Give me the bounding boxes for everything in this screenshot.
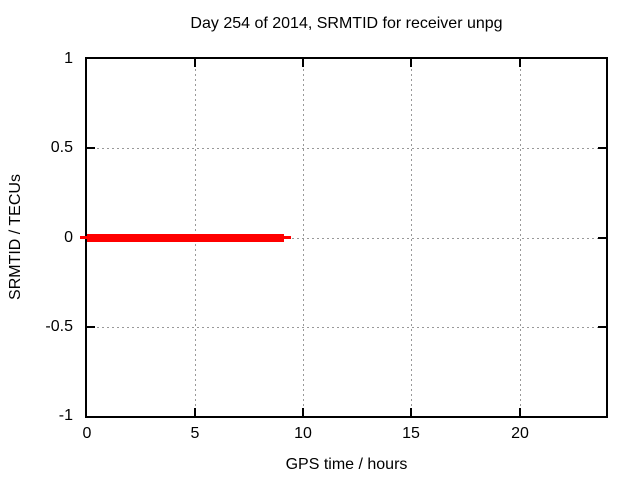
gridline-y--0.5 xyxy=(87,327,606,328)
x-tick-top-10 xyxy=(302,59,304,67)
gridline-x-15 xyxy=(411,59,412,416)
x-tick-bottom-15 xyxy=(410,408,412,416)
x-tick-label-0: 0 xyxy=(82,425,92,442)
series-cap-right-SRMTID xyxy=(284,236,291,239)
x-tick-label-5: 5 xyxy=(190,425,200,442)
y-tick-label-0: 0 xyxy=(64,229,73,246)
x-tick-bottom-10 xyxy=(302,408,304,416)
series-cap-left-SRMTID xyxy=(80,236,87,239)
gridline-x-20 xyxy=(520,59,521,416)
x-tick-label-15: 15 xyxy=(402,425,420,442)
y-tick-left-0.5 xyxy=(87,147,95,149)
chart-title: Day 254 of 2014, SRMTID for receiver unp… xyxy=(190,15,503,32)
y-tick-label-0.5: 0.5 xyxy=(50,139,73,156)
x-tick-top-5 xyxy=(194,59,196,67)
y-tick-label-1: 1 xyxy=(64,50,73,67)
x-tick-bottom-20 xyxy=(519,408,521,416)
y-tick-left--0.5 xyxy=(87,326,95,328)
y-tick-right-0.5 xyxy=(598,147,606,149)
x-tick-bottom-5 xyxy=(194,408,196,416)
y-tick-right--0.5 xyxy=(598,326,606,328)
gridline-y-0.5 xyxy=(87,148,606,149)
y-tick-label--1: -1 xyxy=(58,407,73,424)
x-axis-label: GPS time / hours xyxy=(285,456,408,473)
x-tick-top-20 xyxy=(519,59,521,67)
series-line-SRMTID xyxy=(87,234,284,242)
x-tick-label-20: 20 xyxy=(511,425,529,442)
y-tick-right-0 xyxy=(598,237,606,239)
x-tick-top-15 xyxy=(410,59,412,67)
x-tick-label-10: 10 xyxy=(294,425,312,442)
gridline-y-0 xyxy=(87,238,606,239)
gridline-x-10 xyxy=(303,59,304,416)
y-tick-label--0.5: -0.5 xyxy=(45,318,73,335)
